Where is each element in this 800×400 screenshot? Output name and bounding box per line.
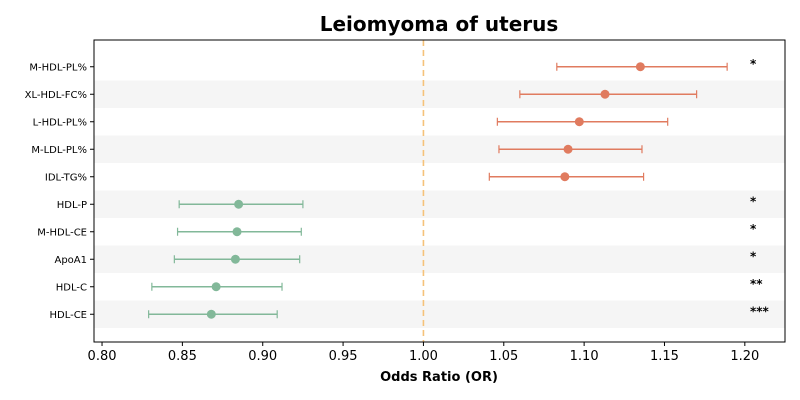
- x-tick-label: 1.00: [409, 349, 438, 364]
- significance-marker: *: [750, 194, 757, 208]
- significance-marker: *: [750, 249, 757, 263]
- x-tick-label: 1.05: [489, 349, 518, 364]
- y-tick-label: HDL-P: [57, 200, 87, 211]
- x-tick-label: 1.10: [570, 349, 599, 364]
- or-point: [560, 172, 570, 182]
- x-tick-label: 0.85: [168, 349, 197, 364]
- or-point: [600, 89, 610, 99]
- plot-frame: [93, 39, 786, 343]
- x-axis-label: Odds Ratio (OR): [380, 370, 498, 385]
- plot-marks: *********: [148, 57, 770, 319]
- y-tick-label: M-LDL-PL%: [31, 145, 87, 156]
- y-tick-label: L-HDL-PL%: [33, 117, 87, 128]
- x-tick-label: 1.15: [650, 349, 679, 364]
- or-point: [211, 282, 221, 292]
- or-point: [574, 117, 584, 127]
- x-tick-label: 1.20: [730, 349, 759, 364]
- y-tick-label: ApoA1: [54, 255, 87, 266]
- x-tick-label: 0.90: [248, 349, 277, 364]
- significance-marker: ***: [750, 304, 770, 318]
- or-point: [563, 144, 573, 154]
- x-tick-label: 0.80: [88, 349, 117, 364]
- or-point: [206, 309, 216, 319]
- y-tick-label: M-HDL-CE: [37, 227, 87, 238]
- y-axis: M-HDL-PL% XL-HDL-FC% L-HDL-PL% M-LDL-PL% IDL…: [25, 62, 94, 321]
- chart-title: Leiomyoma of uterus: [320, 12, 559, 36]
- or-point: [232, 227, 242, 237]
- y-tick-label: M-HDL-PL%: [29, 62, 87, 73]
- row-stripe: [94, 135, 785, 163]
- or-point: [234, 199, 244, 209]
- significance-marker: **: [750, 277, 763, 291]
- y-tick-label: HDL-C: [56, 282, 87, 293]
- or-point: [635, 62, 645, 72]
- x-tick-label: 0.95: [329, 349, 358, 364]
- y-tick-label: XL-HDL-FC%: [25, 90, 87, 101]
- significance-marker: *: [750, 57, 757, 71]
- x-axis: 0.80 0.85 0.90 0.95 1.00 1.05 1.10 1.15 1.20: [88, 342, 759, 364]
- or-point: [230, 254, 240, 264]
- y-tick-label: IDL-TG%: [45, 172, 87, 183]
- y-tick-label: HDL-CE: [49, 310, 87, 321]
- significance-marker: *: [750, 222, 757, 236]
